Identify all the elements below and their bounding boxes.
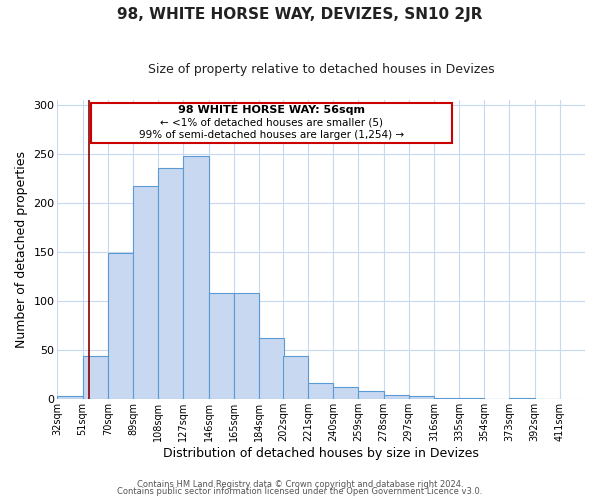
Bar [83, 356, 108, 400]
Bar [308, 382, 333, 400]
Bar [459, 398, 484, 400]
Bar [108, 253, 133, 400]
Text: Contains HM Land Registry data © Crown copyright and database right 2024.: Contains HM Land Registry data © Crown c… [137, 480, 463, 489]
Bar [383, 396, 409, 400]
Bar [283, 356, 308, 400]
Title: Size of property relative to detached houses in Devizes: Size of property relative to detached ho… [148, 62, 494, 76]
X-axis label: Distribution of detached houses by size in Devizes: Distribution of detached houses by size … [163, 447, 479, 460]
Bar [234, 294, 259, 400]
Bar [184, 156, 209, 400]
Text: ← <1% of detached houses are smaller (5): ← <1% of detached houses are smaller (5) [160, 118, 383, 128]
Bar [259, 338, 284, 400]
Bar [434, 398, 459, 400]
Bar [209, 294, 234, 400]
Bar [133, 186, 158, 400]
Text: 98, WHITE HORSE WAY, DEVIZES, SN10 2JR: 98, WHITE HORSE WAY, DEVIZES, SN10 2JR [117, 8, 483, 22]
FancyBboxPatch shape [91, 103, 452, 144]
Bar [58, 396, 83, 400]
Text: 99% of semi-detached houses are larger (1,254) →: 99% of semi-detached houses are larger (… [139, 130, 404, 140]
Bar [158, 168, 184, 400]
Bar [409, 396, 434, 400]
Y-axis label: Number of detached properties: Number of detached properties [15, 152, 28, 348]
Bar [509, 398, 535, 400]
Bar [333, 386, 358, 400]
Bar [358, 392, 383, 400]
Text: Contains public sector information licensed under the Open Government Licence v3: Contains public sector information licen… [118, 488, 482, 496]
Text: 98 WHITE HORSE WAY: 56sqm: 98 WHITE HORSE WAY: 56sqm [178, 105, 365, 115]
